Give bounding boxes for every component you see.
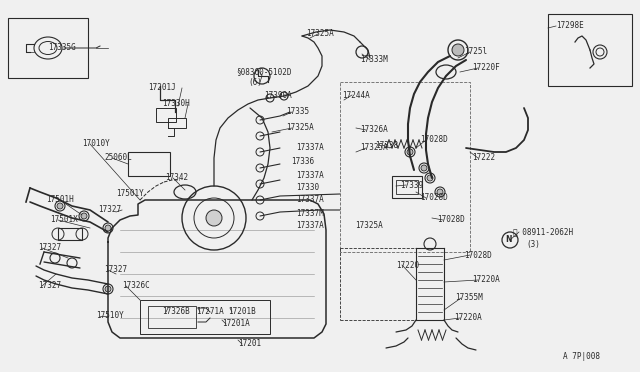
Text: A 7P|008: A 7P|008 xyxy=(563,352,600,361)
Text: 17028D: 17028D xyxy=(420,193,448,202)
Text: 17338: 17338 xyxy=(375,141,398,150)
Text: 17327: 17327 xyxy=(104,266,127,275)
Text: 17327: 17327 xyxy=(38,244,61,253)
Bar xyxy=(548,14,632,86)
Text: 17330: 17330 xyxy=(296,183,319,192)
Circle shape xyxy=(407,149,413,155)
Text: 17325A: 17325A xyxy=(306,29,333,38)
Text: 17335: 17335 xyxy=(286,108,309,116)
Circle shape xyxy=(206,210,222,226)
Bar xyxy=(148,306,196,328)
Text: (3): (3) xyxy=(526,240,540,248)
Circle shape xyxy=(437,189,443,195)
Circle shape xyxy=(421,165,427,171)
Text: 17298E: 17298E xyxy=(556,22,584,31)
Circle shape xyxy=(81,213,87,219)
Text: 17337M: 17337M xyxy=(296,208,324,218)
Text: 17326C: 17326C xyxy=(122,282,150,291)
Text: 17333M: 17333M xyxy=(360,55,388,64)
Text: 17327: 17327 xyxy=(98,205,121,215)
Text: 17222: 17222 xyxy=(472,154,495,163)
Text: 17201B: 17201B xyxy=(228,308,256,317)
Bar xyxy=(396,180,418,194)
Text: N: N xyxy=(505,235,511,244)
Text: 17220F: 17220F xyxy=(472,64,500,73)
Text: 17244A: 17244A xyxy=(342,90,370,99)
Text: 17342: 17342 xyxy=(165,173,188,183)
Text: 17028D: 17028D xyxy=(420,135,448,144)
Circle shape xyxy=(452,44,464,56)
Bar xyxy=(58,228,82,240)
Text: §08360-5102D: §08360-5102D xyxy=(236,67,291,77)
Circle shape xyxy=(105,225,111,231)
Text: 17325A: 17325A xyxy=(360,144,388,153)
Text: 17501H: 17501H xyxy=(46,196,74,205)
Bar xyxy=(340,82,470,252)
Text: 17327: 17327 xyxy=(38,282,61,291)
Text: 17220A: 17220A xyxy=(454,314,482,323)
Circle shape xyxy=(427,175,433,181)
Text: 17325A: 17325A xyxy=(355,221,383,231)
Text: 17028D: 17028D xyxy=(464,250,492,260)
Text: 17010Y: 17010Y xyxy=(82,140,109,148)
Text: 17201A: 17201A xyxy=(222,320,250,328)
Text: 17201: 17201 xyxy=(238,340,261,349)
Bar xyxy=(128,152,170,176)
Bar xyxy=(392,176,422,198)
Text: 17355M: 17355M xyxy=(455,294,483,302)
Text: Ⓝ 08911-2062H: Ⓝ 08911-2062H xyxy=(513,228,573,237)
Text: 17335G: 17335G xyxy=(48,44,76,52)
Bar xyxy=(168,118,186,128)
Bar xyxy=(156,108,176,122)
Text: 17337A: 17337A xyxy=(296,196,324,205)
Text: 17325A: 17325A xyxy=(286,124,314,132)
Text: 17201J: 17201J xyxy=(148,83,176,93)
Bar xyxy=(8,18,88,78)
Text: 25060L: 25060L xyxy=(104,154,132,163)
Text: 17337A: 17337A xyxy=(296,221,324,231)
Text: 1725l: 1725l xyxy=(464,48,487,57)
Text: 17510Y: 17510Y xyxy=(96,311,124,321)
Text: 17220A: 17220A xyxy=(472,276,500,285)
Text: 17337A: 17337A xyxy=(296,170,324,180)
Text: 17028D: 17028D xyxy=(437,215,465,224)
Text: 17339: 17339 xyxy=(400,180,423,189)
Text: 17501X: 17501X xyxy=(50,215,77,224)
Text: 17271A: 17271A xyxy=(196,308,224,317)
Text: 17501Y: 17501Y xyxy=(116,189,144,199)
Text: 17330H: 17330H xyxy=(162,99,189,109)
Bar xyxy=(140,300,270,334)
Circle shape xyxy=(57,203,63,209)
Text: 17336: 17336 xyxy=(291,157,314,167)
Text: 17220: 17220 xyxy=(396,260,419,269)
Text: 17326A: 17326A xyxy=(360,125,388,135)
Circle shape xyxy=(105,286,111,292)
Text: 17326B: 17326B xyxy=(162,308,189,317)
Text: 17337A: 17337A xyxy=(296,144,324,153)
Text: (6): (6) xyxy=(248,77,262,87)
Text: 17390A: 17390A xyxy=(264,92,292,100)
